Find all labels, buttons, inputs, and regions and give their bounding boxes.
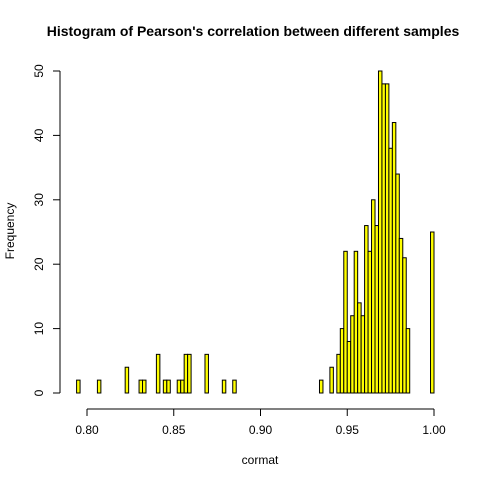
bars-group — [76, 70, 435, 394]
histogram-bar-33 — [391, 122, 397, 394]
y-tick-label-3: 30 — [32, 193, 46, 207]
histogram-bar-24 — [360, 315, 366, 394]
histogram-bar-5 — [155, 353, 161, 394]
y-tick-label-5: 50 — [32, 64, 46, 78]
histogram-bar-3 — [138, 379, 144, 394]
y-tick-label-2: 20 — [32, 257, 46, 271]
histogram-bar-2 — [124, 366, 130, 394]
x-tick-label-0: 0.80 — [75, 423, 99, 437]
y-tick-label-0: 0 — [32, 389, 46, 396]
x-tick-label-3: 0.95 — [336, 423, 360, 437]
histogram-bar-11 — [187, 353, 192, 394]
histogram-bar-12 — [204, 353, 209, 394]
histogram-bar-22 — [353, 250, 359, 394]
histogram-bar-36 — [402, 257, 407, 394]
histogram-bar-38 — [430, 231, 435, 394]
histogram-bar-4 — [142, 379, 147, 394]
histogram-bar-18 — [339, 328, 345, 394]
x-tick-label-1: 0.85 — [162, 423, 186, 437]
histogram-bar-30 — [381, 83, 386, 394]
x-axis-ticks: 0.80 0.85 0.90 0.95 1.00 — [75, 409, 446, 437]
histogram-bar-37 — [405, 328, 411, 394]
histogram-bar-16 — [329, 366, 334, 394]
histogram-bar-7 — [166, 379, 171, 394]
histogram-bar-28 — [374, 225, 379, 394]
histogram-bar-27 — [371, 199, 376, 394]
histogram-bar-20 — [346, 340, 352, 394]
histogram-bar-32 — [388, 147, 393, 394]
histogram-bar-10 — [183, 353, 189, 394]
histogram-bar-0 — [76, 379, 81, 394]
histogram-bar-17 — [336, 353, 341, 394]
chart-title: Histogram of Pearson's correlation betwe… — [47, 23, 460, 39]
histogram-bar-1 — [96, 379, 102, 394]
histogram-bar-6 — [162, 379, 168, 394]
y-axis-ticks: 0 10 20 30 40 50 — [32, 64, 60, 396]
x-tick-label-2: 0.90 — [249, 423, 273, 437]
y-axis-label: Frequency — [3, 203, 17, 260]
histogram-bar-13 — [221, 379, 227, 394]
histogram-bar-26 — [367, 250, 373, 394]
x-tick-label-4: 1.00 — [422, 423, 446, 437]
histogram-bar-14 — [232, 379, 237, 394]
histogram-bar-35 — [398, 237, 404, 394]
histogram-bar-21 — [350, 315, 355, 394]
histogram-bar-9 — [180, 379, 185, 394]
histogram-bar-34 — [395, 173, 400, 394]
histogram-bar-31 — [384, 83, 390, 394]
y-tick-label-4: 40 — [32, 128, 46, 142]
histogram-bar-8 — [176, 379, 182, 394]
x-axis-label: cormat — [242, 453, 279, 467]
histogram-bar-29 — [377, 70, 383, 394]
histogram-bar-15 — [318, 379, 324, 394]
histogram-bar-25 — [364, 225, 369, 394]
histogram-bar-23 — [357, 302, 362, 394]
histogram-bar-19 — [343, 250, 348, 394]
y-tick-label-1: 10 — [32, 322, 46, 336]
